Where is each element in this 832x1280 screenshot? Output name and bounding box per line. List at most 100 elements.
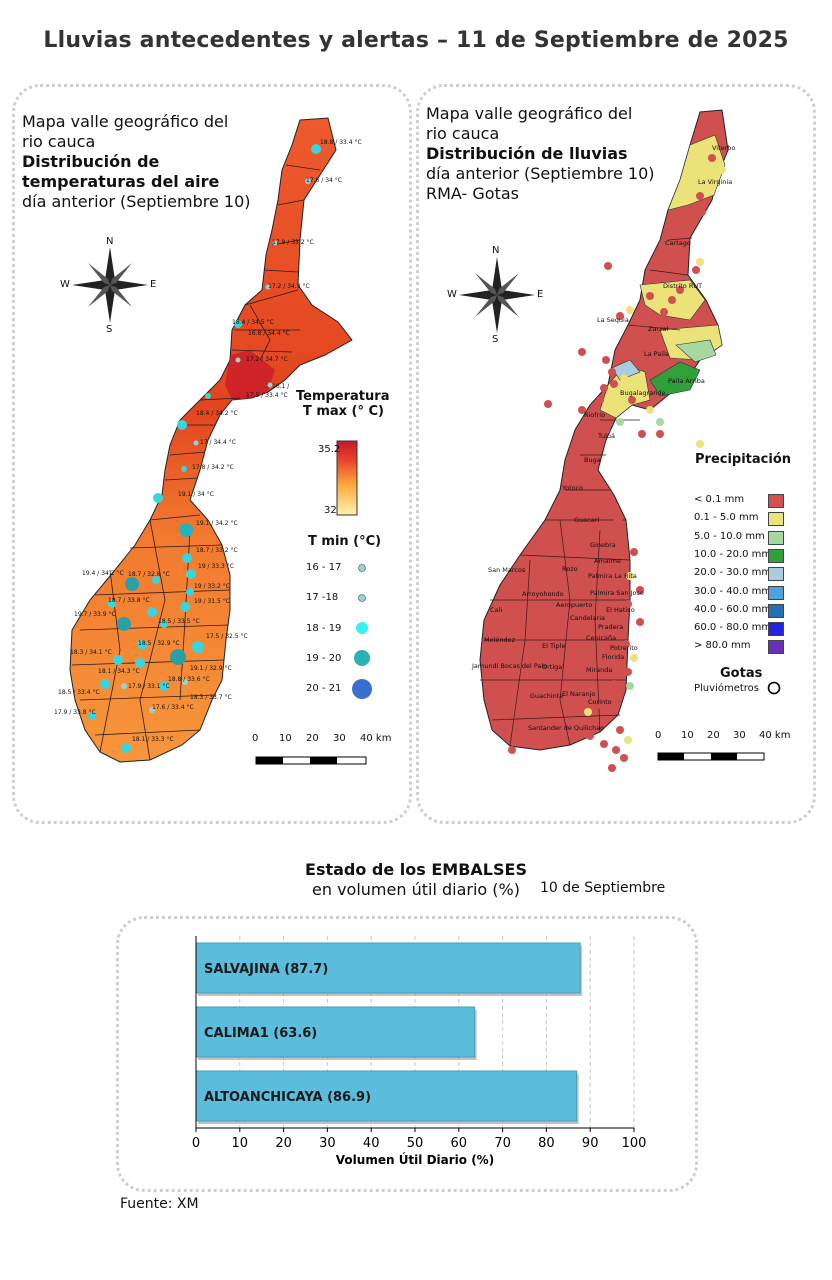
rain-title-line1: Mapa valle geográfico del: [426, 104, 633, 123]
rain-gauge-dot: [602, 426, 610, 434]
tmax-low-label: 32: [324, 505, 337, 516]
temp-station-label: 16.8 / 34.4 °C: [248, 330, 290, 337]
rain-town-label: Viterbo: [712, 144, 736, 152]
rain-gauge-dot: [676, 286, 684, 294]
tmax-title-2: T max (° C): [302, 404, 384, 419]
rain-gauge-dot: [624, 668, 632, 676]
precip-class-label: > 80.0 mm: [694, 640, 751, 652]
temp-station-label: 18.3 / 33.7 °C: [190, 694, 232, 701]
chart-tick-label: 100: [622, 1136, 647, 1151]
rain-gauge-dot: [630, 548, 638, 556]
rain-gauge-dot: [628, 396, 636, 404]
rain-town-label: Buga: [584, 456, 601, 464]
rain-town-label: Cenicaña: [586, 634, 617, 642]
temp-station-label: 17.2 / 34.3 °C: [268, 283, 310, 290]
rain-gauge-dot: [626, 682, 634, 690]
chart-tick-label: 80: [538, 1136, 555, 1151]
rain-gauge-dot: [608, 764, 616, 772]
chart-x-label: Volumen Útil Diario (%): [336, 1152, 494, 1167]
rain-lightblue: [611, 359, 641, 381]
rain-town-label: Palmira San Jose: [590, 589, 644, 597]
scale-label: 0: [655, 730, 662, 741]
rain-gauge-dot: [578, 406, 586, 414]
chart-tick-label: 30: [319, 1136, 336, 1151]
temp-hotspot: [225, 350, 275, 400]
temp-title-line3: Distribución de: [22, 152, 160, 171]
precip-class-swatch: [768, 622, 784, 637]
rain-gauge-dot: [620, 754, 628, 762]
rain-title-line4: día anterior (Septiembre 10): [426, 164, 655, 183]
rain-compass-w: W: [447, 289, 457, 300]
gotas-legend-title: Gotas: [720, 666, 763, 681]
rain-gauge-dot: [616, 348, 624, 356]
rainfall-map-title: Mapa valle geográfico del rio cauca Dist…: [426, 104, 655, 204]
rain-scale-bar: [657, 752, 765, 761]
rain-gauge-dot: [608, 368, 616, 376]
reservoir-subtitle: en volumen útil diario (%): [312, 880, 520, 899]
rain-town-label: Ortigal: [542, 663, 565, 671]
rain-gauge-dot: [612, 746, 620, 754]
temp-station-label: 18.5 / 32.9 °C: [138, 640, 180, 647]
temp-station-label: 18.4 / 34.5 °C: [232, 319, 274, 326]
temp-title-line1: Mapa valle geográfico del: [22, 112, 229, 131]
temp-station-label: 18.1 / 33.3 °C: [132, 736, 174, 743]
temp-station-label: 17.6 / 34 °C: [306, 177, 342, 184]
rain-town-label: Distrito RUT: [663, 282, 703, 290]
rain-gauge-dot: [656, 418, 664, 426]
temp-station-label: 18.5 / 33.5 °C: [158, 618, 200, 625]
reservoir-bar: [195, 1070, 578, 1122]
rain-gauge-dot: [632, 338, 640, 346]
temp-station-label: 17.9 / 33.1 °C: [128, 683, 170, 690]
temp-compass-e: E: [150, 279, 157, 290]
temp-station-label: 19.4 / 34.2 °C: [82, 570, 124, 577]
rain-town-label: Riofrío: [584, 411, 606, 419]
rain-gauge-dot: [616, 726, 624, 734]
scale-label: 0: [252, 733, 259, 744]
rain-gauge-dot: [638, 430, 646, 438]
rain-gauge-dot: [544, 400, 552, 408]
temp-valley-shape: [69, 117, 353, 763]
scale-label: 20: [306, 733, 319, 744]
rain-town-label: Yotoco: [562, 484, 584, 492]
rain-town-label: Guachinte: [530, 692, 564, 700]
rain-gauge-dot: [596, 396, 604, 404]
precip-class-label: 40.0 - 60.0 mm: [694, 603, 772, 615]
reservoir-bar-label: ALTOANCHICAYA (86.9): [204, 1090, 371, 1105]
temp-compass-s: S: [106, 324, 113, 335]
temp-station-label: 18.8 / 33.4 °C: [320, 139, 362, 146]
rainfall-map: [459, 109, 781, 772]
rain-gauge-dot: [604, 632, 612, 640]
temp-station-label: 17.2 / 34.7 °C: [246, 356, 288, 363]
tmax-color-ramp: [336, 440, 358, 516]
rain-town-label: Candelaria: [570, 614, 606, 622]
rain-gauge-dot: [660, 308, 668, 316]
rain-gauge-dot: [696, 192, 704, 200]
rain-town-label: Zarzal: [648, 325, 669, 333]
reservoir-bar: [195, 942, 581, 994]
rain-town-label: Rozo: [562, 565, 578, 573]
scale-label: 10: [279, 733, 292, 744]
rain-gauge-dot: [692, 266, 700, 274]
chart-tick-label: 20: [275, 1136, 292, 1151]
temp-station-label: 18.3 / 34.1 °C: [70, 649, 112, 656]
temp-title-line4: temperaturas del aire: [22, 172, 220, 191]
rain-gauge-dot: [626, 306, 634, 314]
rain-town-label: Ginebra: [590, 541, 616, 549]
scale-label: 30: [733, 730, 746, 741]
reservoir-title-main: Estado de los EMBALSES: [305, 860, 527, 879]
precip-class-label: 0.1 - 5.0 mm: [694, 512, 759, 524]
rain-gauge-dot: [622, 640, 630, 648]
rain-town-label: Aeropuerto: [556, 601, 593, 609]
rain-title-line3: Distribución de lluvias: [426, 144, 628, 163]
rain-gauge-dot: [616, 312, 624, 320]
rain-lightgreen: [675, 339, 717, 363]
temp-compass-rose: [72, 247, 148, 323]
precip-class-swatch: [768, 603, 784, 618]
reservoir-date: 10 de Septiembre: [540, 880, 666, 896]
precip-class-swatch: [768, 530, 784, 545]
reservoir-bar-label: SALVAJINA (87.7): [204, 962, 328, 977]
precip-class-swatch: [768, 512, 784, 527]
rain-gauge-dot: [604, 262, 612, 270]
rain-town-label: Paila Arriba: [668, 377, 705, 385]
rain-town-label: Meléndez: [484, 636, 516, 644]
